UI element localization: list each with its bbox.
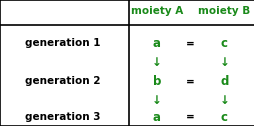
Text: =: = [185, 76, 194, 86]
Text: generation 1: generation 1 [25, 38, 100, 49]
Text: c: c [220, 111, 227, 124]
Text: a: a [152, 111, 160, 124]
Text: c: c [220, 37, 227, 50]
Text: a: a [152, 37, 160, 50]
Text: ↓: ↓ [219, 56, 228, 70]
Text: =: = [185, 38, 194, 49]
Text: ↓: ↓ [151, 94, 161, 107]
Text: moiety B: moiety B [198, 6, 249, 16]
Text: ↓: ↓ [219, 94, 228, 107]
Text: =: = [185, 112, 194, 122]
Text: generation 2: generation 2 [25, 76, 100, 86]
Text: ↓: ↓ [151, 56, 161, 70]
Text: d: d [219, 75, 228, 88]
Text: generation 3: generation 3 [25, 112, 100, 122]
Text: moiety A: moiety A [130, 6, 182, 16]
Text: b: b [152, 75, 160, 88]
